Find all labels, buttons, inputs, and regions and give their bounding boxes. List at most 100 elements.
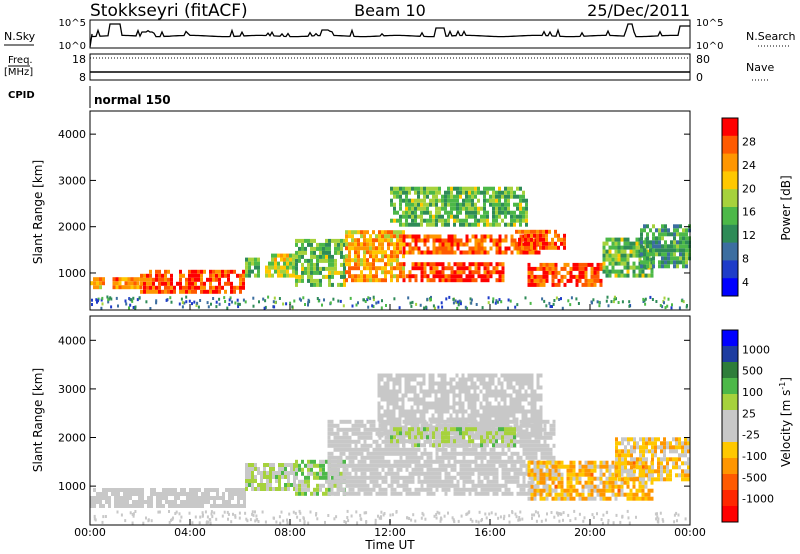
heatmap-cell-velocity [480,427,483,432]
heatmap-cell-velocity [641,464,645,469]
heatmap-cell-velocity [471,479,475,484]
heatmap-cell-velocity [108,496,111,500]
heatmap-cell-velocity [360,463,364,468]
heatmap-cell-velocity [440,373,444,378]
heatmap-cell-power [396,234,399,239]
heatmap-cell-velocity [516,471,520,476]
heatmap-cell-power [393,202,396,207]
heatmap-cell-velocity [510,455,514,460]
heatmap-cell-power [372,262,375,267]
heatmap-cell-velocity [426,467,430,472]
heatmap-cell-velocity [278,479,281,483]
heatmap-cell-velocity [363,463,367,468]
heatmap-cell-velocity [117,500,120,504]
heatmap-cell-velocity [569,460,573,465]
heatmap-cell-velocity [447,463,451,468]
heatmap-cell-velocity [377,389,381,394]
heatmap-cell-velocity [327,419,331,424]
heatmap-cell-power [510,186,513,191]
heatmap-cell-power [155,299,158,303]
heatmap-cell-velocity [525,483,529,488]
heatmap-cell-velocity [295,459,298,464]
heatmap-cell-velocity [461,413,465,418]
heatmap-cell-velocity [183,504,186,508]
heatmap-cell-velocity [455,421,459,426]
heatmap-cell-velocity [534,435,538,440]
heatmap-cell-power [435,270,439,275]
heatmap-cell-velocity [572,476,576,481]
heatmap-cell-power [304,270,307,275]
heatmap-cell-velocity [228,496,231,500]
heatmap-cell-power [530,274,534,279]
heatmap-cell-velocity [506,413,510,418]
heatmap-cell-velocity [462,463,466,468]
heatmap-cell-velocity [494,405,498,410]
heatmap-cell-power [468,186,471,191]
heatmap-cell-velocity [536,381,540,386]
heatmap-cell-power [596,262,600,267]
heatmap-cell-velocity [126,488,129,492]
heatmap-cell-velocity [405,431,408,436]
heatmap-cell-power [513,210,516,215]
heatmap-cell-velocity [330,439,334,444]
heatmap-cell-power [456,190,459,195]
heatmap-cell-power [635,253,639,258]
heatmap-cell-power [390,186,393,191]
heatmap-cell-power [663,301,665,305]
heatmap-cell-power [548,262,552,267]
heatmap-cell-velocity [468,475,472,480]
heatmap-cell-velocity [470,393,474,398]
heatmap-cell-power [179,281,182,286]
heatmap-cell-velocity [540,463,544,468]
heatmap-cell-power [560,297,562,301]
heatmap-cell-power [425,305,428,309]
heatmap-cell-power [486,274,490,279]
heatmap-cell-power [387,254,390,259]
heatmap-cell-velocity [390,471,394,476]
heatmap-cell-velocity [395,377,399,382]
heatmap-cell-velocity [486,451,490,456]
heatmap-cell-velocity [429,491,433,496]
heatmap-cell-power [328,274,331,279]
heatmap-cell-power [495,222,498,227]
heatmap-cell-velocity [414,447,418,452]
heatmap-cell-velocity [524,397,528,402]
heatmap-cell-power [206,289,209,294]
heatmap-cell-power [390,278,393,283]
heatmap-cell-velocity [444,439,447,444]
heatmap-cell-velocity [461,389,465,394]
heatmap-cell-velocity [423,435,426,440]
heatmap-cell-velocity [476,377,480,382]
heatmap-cell-power [414,278,418,283]
heatmap-cell-power [414,242,418,247]
heatmap-cell-power [563,262,567,267]
heatmap-cell-power [456,266,460,271]
heatmap-cell-velocity [413,385,417,390]
heatmap-cell-power [369,266,372,271]
heatmap-cell-power [471,190,474,195]
heatmap-cell-power [468,214,471,219]
heatmap-cell-power [617,253,621,258]
heatmap-cell-velocity [393,463,397,468]
heatmap-cell-velocity [386,377,390,382]
heatmap-cell-velocity [522,475,526,480]
heatmap-cell-power [227,273,230,278]
heatmap-cell-power [474,278,478,283]
heatmap-cell-velocity [552,459,556,464]
heatmap-cell-velocity [399,467,403,472]
heatmap-cell-velocity [492,447,496,452]
heatmap-cell-velocity [147,504,150,508]
heatmap-cell-velocity [295,487,298,492]
heatmap-cell-velocity [542,480,546,485]
heatmap-cell-power [167,289,170,294]
heatmap-cell-velocity [495,459,499,464]
heatmap-cell-power [164,273,167,278]
heatmap-cell-power [343,282,346,287]
heatmap-cell-power [501,266,505,271]
heatmap-cell-velocity [390,491,394,496]
heatmap-cell-velocity [518,397,522,402]
heatmap-cell-power [206,277,209,282]
heatmap-cell-velocity [269,483,272,487]
heatmap-cell-power [340,262,343,267]
heatmap-cell-power [590,270,594,275]
